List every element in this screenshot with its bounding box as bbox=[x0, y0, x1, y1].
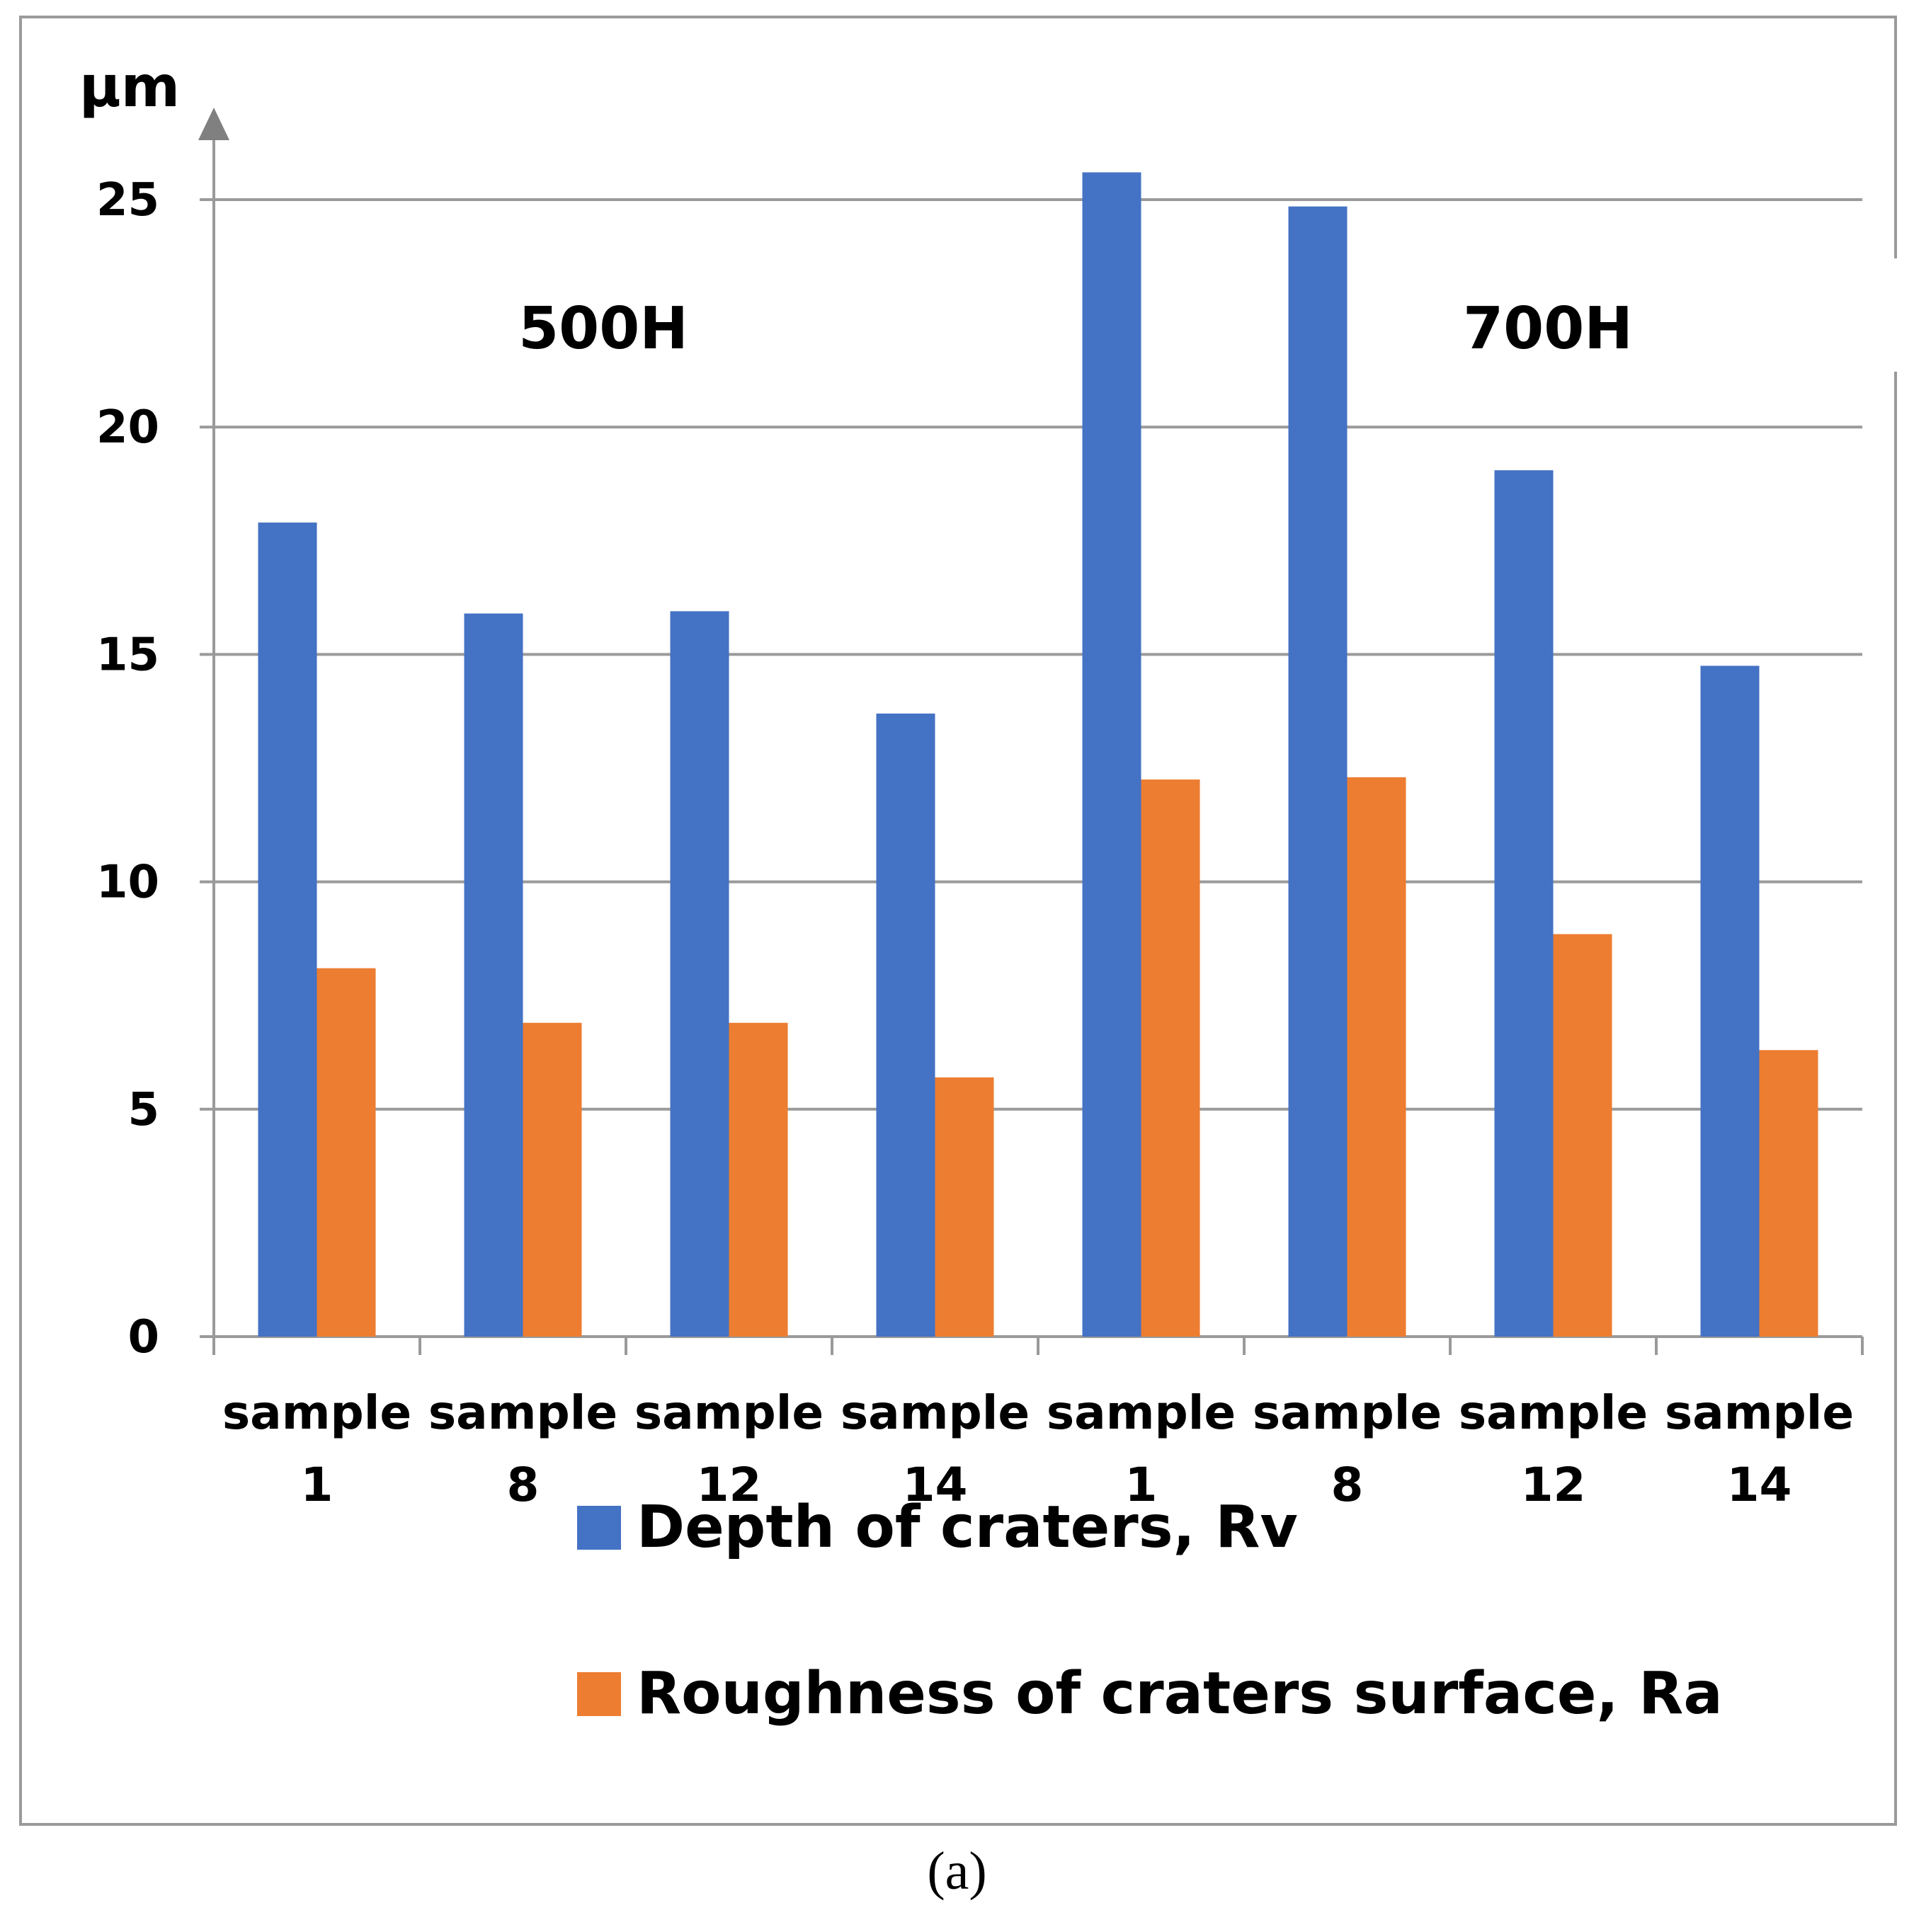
bar-ra-3 bbox=[935, 1077, 994, 1337]
bar-ra-0 bbox=[317, 968, 376, 1337]
x-tick-label-7-line1: sample bbox=[1665, 1385, 1854, 1440]
bar-ra-7 bbox=[1759, 1050, 1818, 1337]
x-tick-label-4-line2: 1 bbox=[1125, 1458, 1158, 1512]
y-tick-label-5: 5 bbox=[127, 1084, 159, 1136]
x-tick-label-1-line2: 8 bbox=[507, 1458, 540, 1512]
bar-ra-5 bbox=[1347, 777, 1406, 1337]
y-tick-label-10: 10 bbox=[96, 857, 159, 909]
bar-rv-6 bbox=[1494, 470, 1554, 1337]
x-tick-label-7-line2: 14 bbox=[1727, 1458, 1792, 1512]
bar-ra-2 bbox=[729, 1022, 788, 1337]
x-tick-label-0-line2: 1 bbox=[301, 1458, 334, 1512]
bar-rv-5 bbox=[1288, 206, 1348, 1337]
x-tick-label-4-line1: sample bbox=[1047, 1385, 1236, 1440]
bar-rv-4 bbox=[1082, 172, 1141, 1337]
bar-rv-0 bbox=[258, 522, 317, 1337]
figure-caption: (a) bbox=[927, 1841, 987, 1901]
y-tick-label-15: 15 bbox=[96, 629, 159, 681]
chart-frame bbox=[19, 16, 1897, 1826]
legend-item-ra: Roughness of craters surface, Ra bbox=[577, 1660, 1723, 1727]
y-tick-label-20: 20 bbox=[96, 401, 159, 454]
y-axis-arrow bbox=[198, 108, 229, 140]
legend-label-rv: Depth of craters, Rv bbox=[637, 1494, 1298, 1561]
bar-ra-6 bbox=[1553, 934, 1612, 1337]
bar-rv-3 bbox=[876, 713, 935, 1337]
border-gap bbox=[1884, 258, 1899, 372]
y-unit-label: μm bbox=[79, 54, 180, 120]
x-tick-label-5-line1: sample bbox=[1253, 1385, 1442, 1440]
bar-ra-4 bbox=[1141, 779, 1200, 1337]
bar-rv-7 bbox=[1700, 665, 1760, 1337]
x-tick-label-6-line2: 12 bbox=[1521, 1458, 1586, 1512]
y-tick-label-25: 25 bbox=[96, 174, 159, 227]
bar-rv-1 bbox=[464, 613, 523, 1337]
x-tick-label-0-line1: sample bbox=[222, 1385, 411, 1440]
x-tick-label-3-line1: sample bbox=[841, 1385, 1030, 1440]
group-label-700h: 700H bbox=[1463, 295, 1633, 362]
legend-swatch-ra bbox=[577, 1671, 621, 1716]
x-tick-label-2-line2: 12 bbox=[697, 1458, 762, 1512]
bar-rv-2 bbox=[670, 611, 729, 1337]
legend-swatch-rv bbox=[577, 1505, 621, 1550]
y-tick-label-0: 0 bbox=[127, 1311, 159, 1364]
x-tick-label-3-line2: 14 bbox=[903, 1458, 968, 1512]
group-label-500h: 500H bbox=[518, 295, 688, 362]
bar-ra-1 bbox=[523, 1022, 582, 1337]
x-tick-label-6-line1: sample bbox=[1459, 1385, 1648, 1440]
legend-item-rv: Depth of craters, Rv bbox=[577, 1494, 1298, 1561]
x-tick-label-2-line1: sample bbox=[634, 1385, 824, 1440]
legend-label-ra: Roughness of craters surface, Ra bbox=[637, 1660, 1723, 1727]
x-tick-label-1-line1: sample bbox=[428, 1385, 617, 1440]
x-tick-label-5-line2: 8 bbox=[1331, 1458, 1364, 1512]
